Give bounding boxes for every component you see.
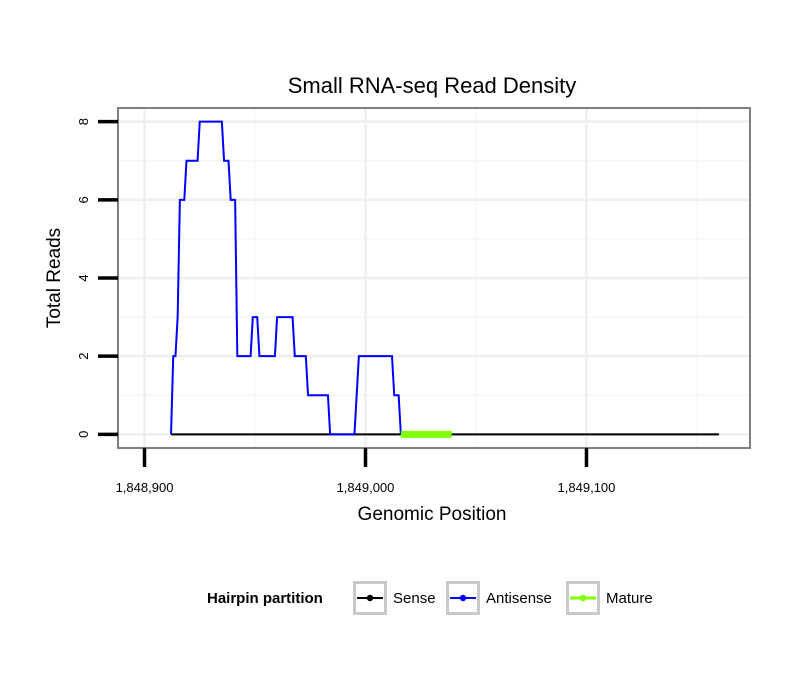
x-tick-label: 1,849,000 — [337, 480, 395, 495]
legend-label-mature: Mature — [606, 590, 653, 607]
legend-key-antisense — [446, 581, 480, 615]
series-line-antisense — [170, 120, 402, 436]
y-tick-label: 2 — [76, 353, 91, 360]
x-tick-label: 1,848,900 — [116, 480, 174, 495]
legend-label-sense: Sense — [393, 590, 436, 607]
legend-label-antisense: Antisense — [486, 590, 552, 607]
x-tick-label: 1,849,100 — [558, 480, 616, 495]
y-tick-label: 4 — [76, 274, 91, 281]
y-axis-label: Total Reads — [44, 228, 65, 328]
x-axis-label: Genomic Position — [358, 504, 507, 525]
y-tick-label: 6 — [76, 196, 91, 203]
grid-lines — [118, 108, 750, 448]
legend-key-sense — [353, 581, 387, 615]
legend-title: Hairpin partition — [207, 590, 323, 607]
legend-key-mature — [566, 581, 600, 615]
chart-title: Small RNA-seq Read Density — [288, 73, 577, 98]
y-axis: 0 2 4 6 8 — [76, 118, 118, 438]
y-tick-label: 8 — [76, 118, 91, 125]
series-lines — [170, 120, 720, 438]
x-axis: 1,848,900 1,849,000 1,849,100 — [116, 448, 616, 495]
legend: Hairpin partition Sense Antisense Mature — [207, 581, 653, 615]
y-tick-label: 0 — [76, 431, 91, 438]
